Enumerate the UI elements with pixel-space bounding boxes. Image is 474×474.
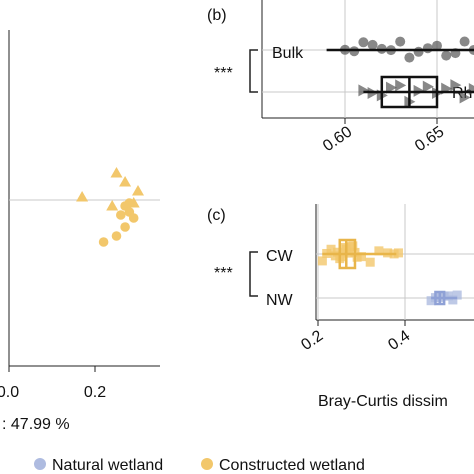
panel-b-rh-point	[358, 84, 370, 97]
panel-a-triangle-point	[132, 185, 144, 196]
panel-b-significance: ***	[214, 65, 233, 82]
panel-b-rh-point	[395, 79, 407, 92]
panel-b-bulk-point	[395, 36, 406, 47]
panel-a-triangle-point	[76, 191, 89, 202]
panel-b-bulk-point	[404, 52, 415, 63]
panel-c-cw-point	[326, 244, 336, 254]
panel-b-label: (b)	[207, 7, 227, 24]
panel-a-triangle-point	[119, 176, 132, 187]
panel-c-nw-point	[448, 295, 458, 305]
panel-a-points	[76, 167, 144, 247]
panel-a-circle-point	[120, 222, 130, 232]
panel-b-rh-point	[459, 91, 471, 104]
legend-constructed-marker	[201, 458, 213, 470]
panel-b-rh-point	[422, 80, 434, 93]
panel-b-significance-bracket	[249, 49, 258, 93]
panel-b: (b) Bulk Rh *** 0.600.650.70	[207, 0, 474, 155]
panel-a-circle-point	[116, 210, 126, 220]
panel-c-boxes	[317, 238, 462, 306]
panel-c-category-nw: NW	[266, 292, 294, 309]
panel-a-triangle-point	[106, 200, 119, 211]
panel-b-rh-point	[450, 79, 462, 92]
panel-c-cw-point	[317, 256, 327, 266]
panel-c-label: (c)	[207, 207, 226, 224]
panel-b-bulk-point	[413, 46, 424, 57]
panel-a-circle-point	[98, 237, 109, 247]
panel-b-bulk-point	[358, 37, 369, 48]
panel-a-axis-label: : 47.99 %	[2, 416, 70, 433]
legend-natural-marker	[34, 458, 46, 470]
panel-b-boxes	[326, 36, 474, 109]
panel-a-tick-label-1: 0.2	[84, 384, 106, 401]
panel-c-cw-point	[333, 247, 343, 257]
panel-b-bulk-point	[367, 39, 378, 50]
panel-a-circle-point	[111, 231, 122, 241]
panel-c-xlabel: Bray-Curtis dissim	[318, 393, 448, 410]
panel-c-cw-point	[365, 257, 375, 267]
panel-a-circle-point	[124, 198, 135, 208]
panel-c-tick-label: 0.2	[298, 327, 326, 354]
panel-a-triangle-point	[110, 167, 123, 178]
panel-c-tick-label: 0.4	[385, 327, 413, 354]
panel-a-circle-point	[128, 213, 139, 223]
panel-c-tick-labels: 0.2 0.4	[298, 320, 413, 354]
panel-b-bulk-point	[441, 50, 452, 61]
legend-constructed-label: Constructed wetland	[219, 457, 365, 474]
legend: Natural wetland Constructed wetland	[34, 457, 365, 474]
panel-c-cw-point	[337, 252, 347, 262]
panel-b-category-bulk: Bulk	[272, 45, 304, 62]
legend-natural-label: Natural wetland	[52, 457, 163, 474]
panel-a-tick-label-0: 0.0	[0, 384, 19, 401]
panel-b-bulk-point	[422, 43, 433, 54]
panel-c-significance: ***	[214, 265, 233, 282]
panel-c-cw-point	[348, 241, 358, 251]
panel-c-cw-point	[374, 246, 384, 256]
panel-b-tick-label: 0.60	[320, 123, 355, 155]
panel-c-category-cw: CW	[266, 248, 294, 265]
panel-b-tick-label: 0.65	[412, 123, 447, 155]
panel-b-rh-point	[386, 81, 397, 94]
panel-b-bulk-point	[432, 40, 442, 51]
panel-c-nw-point	[452, 290, 462, 300]
panel-c-cw-point	[393, 248, 403, 258]
panel-c: (c) CW NW *** 0.2 0.4 Bray-Curtis dissim	[207, 204, 474, 410]
panel-b-tick-labels: 0.600.650.70	[320, 118, 447, 155]
panel-c-cw-point	[357, 252, 366, 262]
panel-b-bulk-point	[459, 36, 470, 47]
panel-a: 0.0 0.2 : 47.99 %	[0, 30, 160, 433]
panel-c-significance-bracket	[249, 251, 258, 297]
